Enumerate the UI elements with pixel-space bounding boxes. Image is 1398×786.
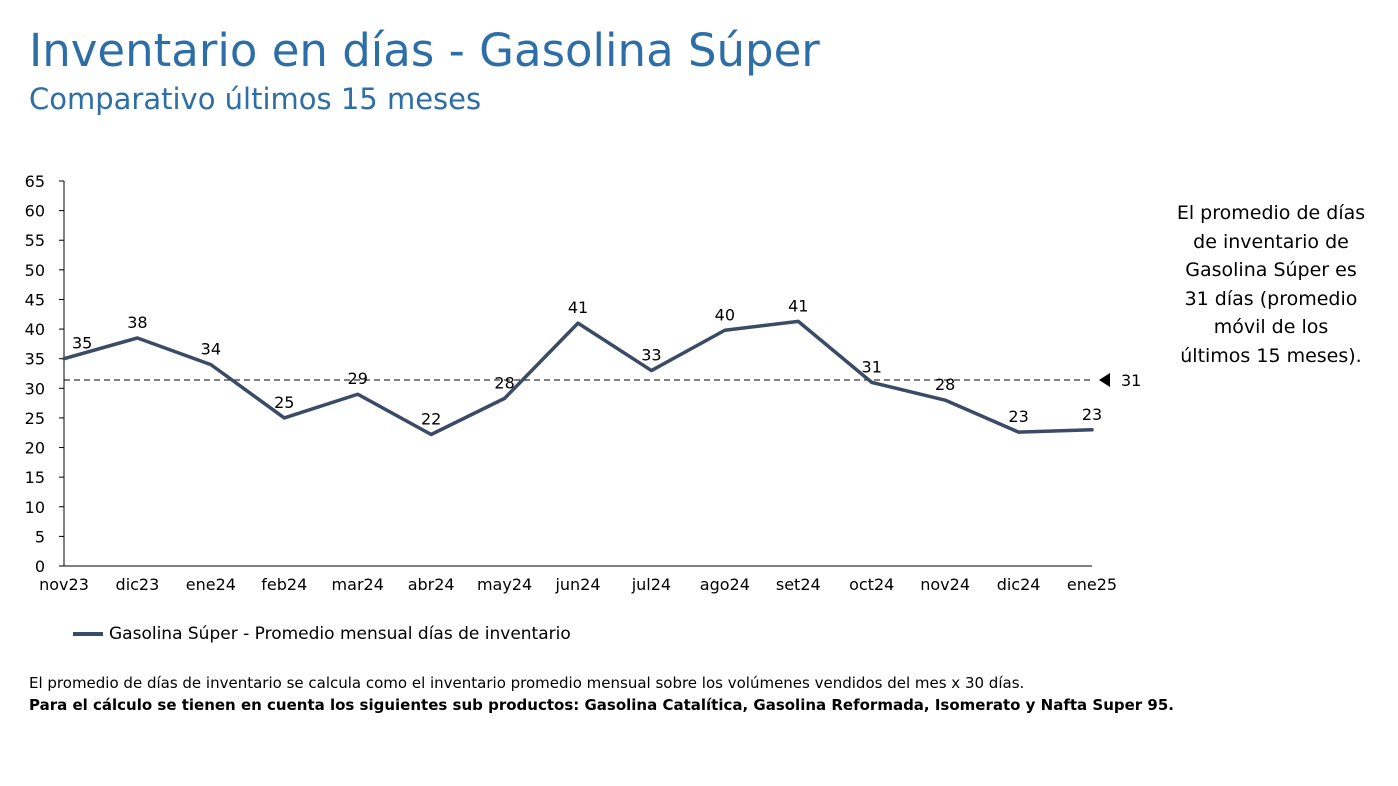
data-point (796, 319, 800, 323)
x-tick-label: oct24 (849, 575, 894, 594)
x-tick-label: feb24 (261, 575, 307, 594)
data-point (649, 369, 653, 373)
data-label: 35 (72, 334, 92, 353)
x-tick-label: abr24 (408, 575, 455, 594)
legend-line-swatch (73, 632, 103, 636)
y-tick-label: 35 (25, 350, 45, 369)
y-tick-label: 30 (25, 379, 45, 398)
x-tick-label: jun24 (554, 575, 600, 594)
page-title: Inventario en días - Gasolina Súper (29, 24, 820, 77)
data-label: 23 (1082, 405, 1102, 424)
y-tick-label: 15 (25, 468, 45, 487)
y-tick-label: 45 (25, 290, 45, 309)
y-tick-label: 40 (25, 320, 45, 339)
data-point (576, 321, 580, 325)
reference-line: 31 (64, 371, 1141, 390)
y-tick-label: 25 (25, 409, 45, 428)
data-label: 34 (201, 340, 221, 359)
data-point (870, 380, 874, 384)
data-label: 28 (935, 375, 955, 394)
series-lines (62, 319, 1094, 437)
data-point (282, 416, 286, 420)
footnote-definition: El promedio de días de inventario se cal… (29, 674, 1025, 692)
data-point (943, 398, 947, 402)
line-chart: 0 5 10 15 20 25 30 35 40 45 50 55 60 65 nov23 dic23 ene… (25, 172, 1142, 594)
data-point (135, 336, 139, 340)
y-tick-label: 65 (25, 172, 45, 191)
x-tick-label: nov23 (39, 575, 89, 594)
data-point (503, 396, 507, 400)
data-point (1017, 430, 1021, 434)
data-point (1090, 428, 1094, 432)
y-tick-label: 0 (35, 557, 45, 576)
data-label: 25 (274, 393, 294, 412)
x-tick-label: set24 (776, 575, 821, 594)
y-tick-label: 10 (25, 498, 45, 517)
x-tick-label: nov24 (920, 575, 970, 594)
y-tick-label: 50 (25, 261, 45, 280)
y-tick-label: 20 (25, 439, 45, 458)
data-label: 31 (862, 357, 882, 376)
y-tick-label: 55 (25, 231, 45, 250)
x-tick-label: ene24 (186, 575, 236, 594)
x-tick-label: ago24 (700, 575, 750, 594)
reference-arrow-marker (1099, 373, 1110, 388)
reference-value-label: 31 (1121, 371, 1141, 390)
data-point (62, 357, 66, 361)
data-point (356, 392, 360, 396)
x-tick-label: dic24 (997, 575, 1041, 594)
x-tick-label: jul24 (631, 575, 671, 594)
data-label: 38 (127, 313, 147, 332)
data-label: 29 (348, 369, 368, 388)
data-point (723, 328, 727, 332)
x-tick-label: mar24 (332, 575, 384, 594)
x-axis: nov23 dic23 ene24 feb24 mar24 abr24 may24 jun24… (39, 565, 1117, 594)
y-tick-label: 5 (35, 527, 45, 546)
x-tick-label: ene25 (1067, 575, 1117, 594)
y-axis: 0 5 10 15 20 25 30 35 40 45 50 55 60 65 (25, 172, 65, 576)
data-label: 28 (494, 373, 514, 392)
data-label: 41 (568, 298, 588, 317)
y-tick-label: 60 (25, 202, 45, 221)
page-subtitle: Comparativo últimos 15 meses (29, 82, 482, 116)
data-point (209, 363, 213, 367)
data-labels: 35 38 34 25 29 22 28 41 33 40 41 31 28 23 23 (72, 296, 1102, 428)
data-label: 41 (788, 296, 808, 315)
legend: Gasolina Súper - Promedio mensual días d… (73, 624, 571, 644)
data-point (429, 433, 433, 437)
x-tick-label: dic23 (116, 575, 160, 594)
x-tick-label: may24 (477, 575, 532, 594)
average-note: El promedio de días de inventario de Gas… (1176, 202, 1366, 367)
data-label: 40 (715, 305, 735, 324)
footnote-subproducts: Para el cálculo se tienen en cuenta los … (29, 696, 1174, 714)
data-label: 22 (421, 410, 441, 429)
legend-label: Gasolina Súper - Promedio mensual días d… (109, 624, 571, 644)
data-label: 33 (641, 346, 661, 365)
data-label: 23 (1008, 407, 1028, 426)
